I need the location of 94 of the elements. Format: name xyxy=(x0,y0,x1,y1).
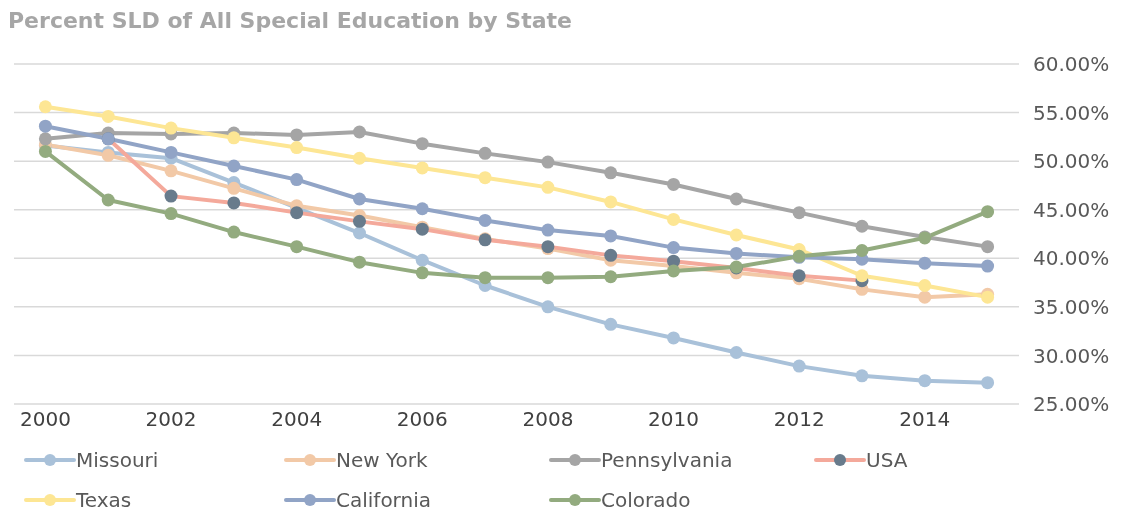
point xyxy=(981,376,995,390)
point xyxy=(478,213,492,227)
y-tick-label: 25.00% xyxy=(1033,392,1110,417)
point xyxy=(38,132,52,146)
legend-label: New York xyxy=(336,448,428,472)
legend-label: Texas xyxy=(76,488,132,512)
point xyxy=(352,255,366,269)
chart-title: Percent SLD of All Special Education by State xyxy=(8,8,573,35)
point xyxy=(352,226,366,240)
y-tick-label: 40.00% xyxy=(1033,246,1110,271)
point xyxy=(290,206,304,220)
point xyxy=(164,164,178,178)
point xyxy=(792,359,806,373)
point xyxy=(478,271,492,285)
point xyxy=(918,374,932,388)
point xyxy=(227,159,241,173)
point xyxy=(667,331,681,345)
point xyxy=(164,207,178,221)
point xyxy=(352,151,366,165)
point xyxy=(981,205,995,219)
point xyxy=(227,196,241,210)
point xyxy=(164,121,178,135)
x-tick-label: 2014 xyxy=(899,407,951,432)
x-tick-label: 2006 xyxy=(396,407,448,432)
point xyxy=(164,189,178,203)
x-tick-label: 2012 xyxy=(773,407,825,432)
point xyxy=(729,346,743,360)
point xyxy=(541,155,555,169)
y-tick-label: 45.00% xyxy=(1033,197,1110,222)
y-tick-label: 60.00% xyxy=(1033,52,1110,77)
point xyxy=(101,109,115,123)
legend-label: Colorado xyxy=(601,488,691,512)
point xyxy=(38,100,52,114)
point xyxy=(918,290,932,304)
point xyxy=(164,145,178,159)
point xyxy=(478,171,492,185)
y-tick-label: 30.00% xyxy=(1033,343,1110,368)
point xyxy=(604,229,618,243)
point xyxy=(227,181,241,195)
point xyxy=(729,246,743,260)
point xyxy=(667,212,681,226)
x-tick-label: 2010 xyxy=(648,407,699,432)
point xyxy=(667,241,681,255)
point xyxy=(290,128,304,142)
point xyxy=(541,223,555,237)
point xyxy=(855,269,869,283)
point xyxy=(729,228,743,242)
y-tick-label: 55.00% xyxy=(1033,100,1110,125)
point xyxy=(541,300,555,314)
point xyxy=(101,193,115,207)
point xyxy=(981,259,995,273)
point xyxy=(415,202,429,216)
point xyxy=(227,131,241,145)
point xyxy=(855,369,869,383)
legend-label: Missouri xyxy=(76,448,159,472)
point xyxy=(290,173,304,187)
point xyxy=(729,192,743,206)
x-tick-label: 2008 xyxy=(522,407,574,432)
point xyxy=(604,166,618,180)
point xyxy=(604,270,618,284)
point xyxy=(541,180,555,194)
point xyxy=(604,195,618,209)
point xyxy=(352,125,366,139)
point xyxy=(352,192,366,206)
point xyxy=(667,264,681,278)
legend-label: California xyxy=(336,488,431,512)
x-tick-label: 2002 xyxy=(145,407,197,432)
point xyxy=(290,240,304,254)
point xyxy=(667,177,681,191)
point xyxy=(352,214,366,228)
point xyxy=(918,278,932,292)
point xyxy=(792,206,806,220)
point xyxy=(415,161,429,175)
point xyxy=(290,141,304,155)
legend-label: Pennsylvania xyxy=(601,448,733,472)
y-tick-label: 35.00% xyxy=(1033,294,1110,319)
x-tick-label: 2000 xyxy=(19,407,71,432)
point xyxy=(918,256,932,270)
point xyxy=(38,144,52,158)
point xyxy=(855,244,869,258)
point xyxy=(38,119,52,133)
legend-label: USA xyxy=(866,448,908,472)
point xyxy=(604,248,618,262)
point xyxy=(981,240,995,254)
point xyxy=(541,271,555,285)
point xyxy=(415,137,429,151)
y-tick-label: 50.00% xyxy=(1033,149,1110,174)
point xyxy=(415,266,429,280)
point xyxy=(478,146,492,160)
point xyxy=(604,317,618,331)
point xyxy=(855,219,869,233)
point xyxy=(415,253,429,267)
x-tick-label: 2004 xyxy=(271,407,323,432)
point xyxy=(227,225,241,239)
